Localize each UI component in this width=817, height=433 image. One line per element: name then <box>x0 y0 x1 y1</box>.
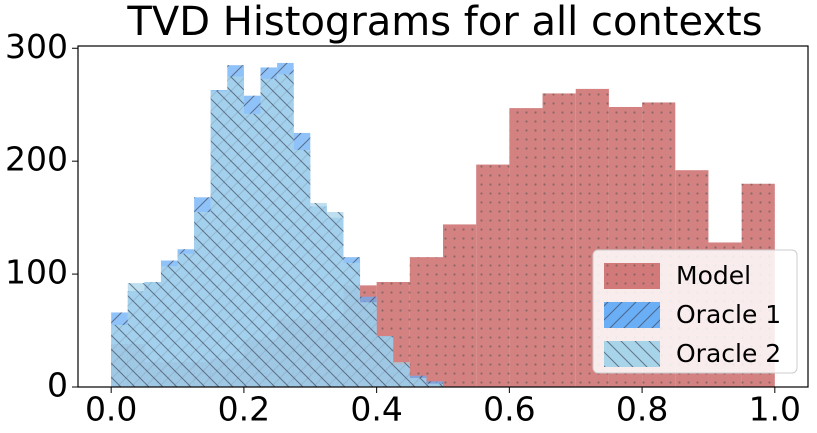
x-tick-label: 1.0 <box>749 390 801 429</box>
x-tick-label: 0.2 <box>218 390 270 429</box>
bar-hatch <box>194 211 211 387</box>
x-tick-label: 0.8 <box>616 390 668 429</box>
bar-hatch <box>277 74 294 387</box>
legend-label: Oracle 1 <box>676 300 781 329</box>
x-tick-label: 0.0 <box>85 390 137 429</box>
bar-hatch <box>360 302 377 387</box>
bar-hatch <box>111 324 128 387</box>
bar-hatch <box>343 262 361 387</box>
bar-hatch <box>210 91 228 388</box>
bar-hatch <box>160 266 178 387</box>
y-tick-label: 100 <box>5 253 68 292</box>
legend-swatch-hatch <box>604 341 660 367</box>
bar-hatch <box>393 362 410 387</box>
bar-hatch <box>443 224 477 387</box>
bar-hatch <box>127 283 145 387</box>
bar-hatch <box>243 113 261 387</box>
bar-hatch <box>227 76 244 387</box>
bar-hatch <box>260 78 278 388</box>
bar-hatch <box>509 108 543 387</box>
legend-swatch-hatch <box>604 302 660 328</box>
bar-hatch <box>376 336 394 387</box>
histogram-series <box>111 74 443 388</box>
bar-hatch <box>310 202 327 387</box>
plot-frame <box>77 45 809 388</box>
legend: Model Oracle 1 Oracle 2 <box>592 249 798 374</box>
bar-hatch <box>409 377 427 387</box>
y-tick-label: 300 <box>5 27 68 66</box>
x-tick-label: 0.6 <box>483 390 535 429</box>
legend-label: Model <box>676 261 751 290</box>
bar-hatch <box>542 93 576 388</box>
y-tick-label: 0 <box>47 366 68 405</box>
y-tick-label: 200 <box>5 140 68 179</box>
bar-hatch <box>144 281 161 387</box>
bar-hatch <box>177 253 195 387</box>
bar-hatch <box>476 164 510 387</box>
x-tick-label: 0.4 <box>350 390 402 429</box>
bar-hatch <box>326 211 344 387</box>
legend-swatch-hatch <box>604 263 660 289</box>
bar-hatch <box>409 257 443 387</box>
chart-title: TVD Histograms for all contexts <box>126 0 762 45</box>
bar-hatch <box>293 149 311 387</box>
legend-label: Oracle 2 <box>676 339 781 368</box>
bar-hatch <box>426 383 443 387</box>
